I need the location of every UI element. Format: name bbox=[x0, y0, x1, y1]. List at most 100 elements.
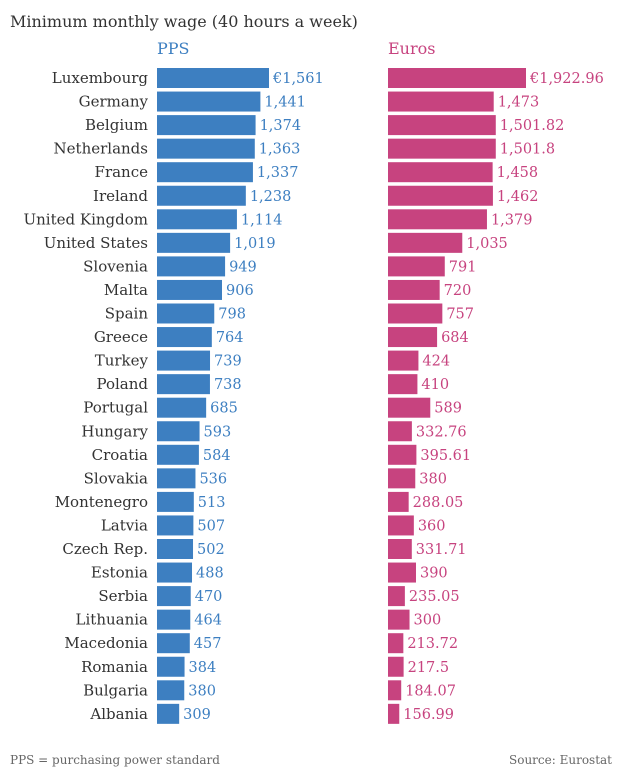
pps-value-label: 738 bbox=[214, 377, 242, 393]
pps-bar bbox=[157, 656, 185, 677]
category-label: Luxembourg bbox=[52, 69, 149, 87]
euro-value-label: 217.5 bbox=[408, 660, 450, 676]
euro-value-label: 410 bbox=[421, 377, 449, 393]
footnote: PPS = purchasing power standard bbox=[10, 753, 220, 767]
pps-bar bbox=[157, 232, 231, 253]
pps-bar bbox=[157, 350, 211, 371]
pps-bar bbox=[157, 91, 261, 112]
category-label: Montenegro bbox=[55, 493, 148, 511]
euro-bar bbox=[388, 491, 409, 512]
euro-bar bbox=[388, 91, 494, 112]
category-label: Romania bbox=[81, 658, 148, 676]
pps-bar bbox=[157, 609, 191, 630]
category-label: Serbia bbox=[98, 587, 148, 605]
euro-bar bbox=[388, 680, 402, 701]
pps-value-label: 764 bbox=[216, 330, 244, 346]
pps-value-label: 457 bbox=[194, 636, 222, 652]
euro-value-label: 156.99 bbox=[403, 707, 454, 723]
euro-value-label: 424 bbox=[422, 354, 450, 370]
euro-bars: €1,922.96 1,473 1,501.82 1,501.8 1,458 1,462 1… bbox=[388, 68, 604, 724]
category-label: United States bbox=[44, 234, 148, 252]
pps-value-label: 584 bbox=[203, 448, 231, 464]
euro-value-label: 1,501.82 bbox=[500, 118, 565, 134]
euro-value-label: 288.05 bbox=[413, 495, 464, 511]
euro-value-label: 390 bbox=[420, 566, 448, 582]
pps-value-label: 470 bbox=[195, 589, 223, 605]
pps-bar bbox=[157, 562, 193, 583]
pps-bar bbox=[157, 539, 194, 559]
category-label: United Kingdom bbox=[24, 210, 149, 228]
pps-value-label: 739 bbox=[214, 354, 242, 370]
pps-value-label: 1,019 bbox=[234, 236, 276, 252]
pps-bar bbox=[157, 491, 194, 512]
euro-bar bbox=[388, 633, 404, 654]
category-label: Czech Rep. bbox=[62, 540, 148, 558]
euro-value-label: 360 bbox=[418, 518, 446, 534]
euro-value-label: 1,473 bbox=[498, 95, 540, 111]
pps-value-label: 1,337 bbox=[257, 165, 299, 181]
category-label: Estonia bbox=[91, 564, 148, 582]
category-label: Slovenia bbox=[83, 257, 148, 275]
pps-value-label: 1,441 bbox=[264, 95, 306, 111]
category-label: Macedonia bbox=[64, 634, 148, 652]
pps-bar bbox=[157, 162, 253, 183]
pps-bar bbox=[157, 209, 237, 230]
euro-value-label: 1,462 bbox=[497, 189, 539, 205]
pps-bars: €1,561 1,441 1,374 1,363 1,337 1,238 1,114 1,01… bbox=[157, 68, 324, 724]
source-note: Source: Eurostat bbox=[509, 753, 612, 767]
euro-value-label: 684 bbox=[441, 330, 469, 346]
pps-bar bbox=[157, 421, 200, 442]
euro-bar bbox=[388, 138, 496, 159]
euro-bar bbox=[388, 586, 405, 607]
euro-bar bbox=[388, 185, 493, 206]
euro-bar bbox=[388, 232, 463, 253]
category-label: Hungary bbox=[81, 422, 148, 440]
pps-bar bbox=[157, 397, 207, 418]
category-label: France bbox=[95, 163, 149, 181]
series-title-euros: Euros bbox=[388, 39, 435, 58]
pps-bar bbox=[157, 256, 226, 277]
euro-bar bbox=[388, 703, 400, 724]
euro-bar bbox=[388, 303, 443, 324]
pps-value-label: 513 bbox=[198, 495, 226, 511]
euro-bar bbox=[388, 327, 438, 348]
euro-value-label: 1,458 bbox=[497, 165, 539, 181]
euro-value-label: 331.71 bbox=[416, 542, 467, 558]
euro-value-label: 213.72 bbox=[407, 636, 458, 652]
pps-value-label: 1,238 bbox=[250, 189, 292, 205]
pps-bar bbox=[157, 633, 190, 654]
euro-bar bbox=[388, 256, 445, 277]
pps-bar bbox=[157, 185, 246, 206]
category-label: Malta bbox=[104, 281, 148, 299]
euro-bar bbox=[388, 162, 493, 183]
euro-bar bbox=[388, 656, 404, 677]
euro-bar bbox=[388, 515, 414, 536]
category-label: Portugal bbox=[83, 399, 148, 417]
pps-value-label: 1,114 bbox=[241, 212, 283, 228]
euro-value-label: 332.76 bbox=[416, 424, 467, 440]
pps-value-label: 949 bbox=[229, 259, 257, 275]
category-label: Albania bbox=[89, 705, 148, 723]
euro-bar bbox=[388, 68, 526, 88]
euro-value-label: 184.07 bbox=[405, 683, 456, 699]
euro-value-label: 1,501.8 bbox=[500, 142, 555, 158]
pps-value-label: 309 bbox=[183, 707, 211, 723]
euro-value-label: 757 bbox=[446, 307, 474, 323]
pps-value-label: 593 bbox=[204, 424, 232, 440]
pps-value-label: 488 bbox=[196, 566, 224, 582]
pps-bar bbox=[157, 468, 196, 489]
pps-value-label: 536 bbox=[199, 471, 227, 487]
euro-bar bbox=[388, 421, 412, 442]
pps-bar bbox=[157, 374, 210, 395]
category-label: Latvia bbox=[101, 516, 148, 534]
pps-value-label: 384 bbox=[189, 660, 217, 676]
category-label: Ireland bbox=[93, 187, 148, 205]
euro-value-label: 300 bbox=[414, 613, 442, 629]
category-label: Greece bbox=[94, 328, 148, 346]
pps-value-label: 1,374 bbox=[260, 118, 302, 134]
category-label: Belgium bbox=[85, 116, 148, 134]
pps-bar bbox=[157, 68, 269, 88]
euro-value-label: 1,379 bbox=[491, 212, 533, 228]
euro-bar bbox=[388, 115, 496, 136]
pps-value-label: 906 bbox=[226, 283, 254, 299]
